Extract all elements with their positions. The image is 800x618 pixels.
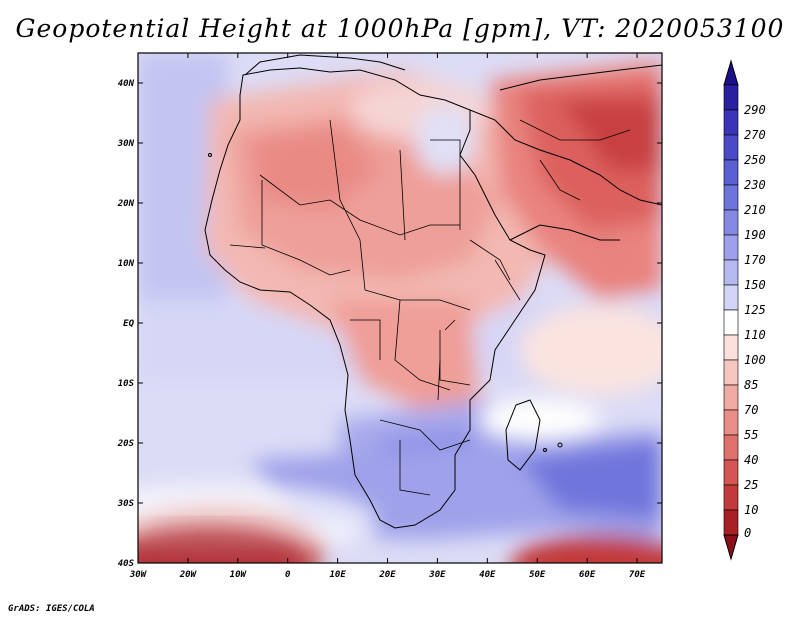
coastlines [204,54,662,529]
colorbar-swatch [723,184,739,211]
lat-tick-label: EQ [123,319,134,329]
colorbar-label: 290 [744,103,766,117]
lat-tick-label: 40S [118,559,135,569]
lon-tick-label: 10W [230,570,248,580]
lon-tick-label: 0 [285,570,291,580]
colorbar-label: 230 [744,178,766,192]
colorbar-label: 40 [744,453,758,467]
colorbar-label: 150 [744,278,766,292]
colorbar-top-arrow [723,59,739,86]
colorbar-label: 125 [744,303,766,317]
colorbar-swatch [723,309,739,336]
lat-tick-label: 30S [117,499,135,509]
lon-tick-label: 70E [629,570,646,580]
colorbar-swatch [723,334,739,361]
colorbar: 2902702502302101901701501251101008570554… [723,59,766,561]
lon-tick-label: 30W [129,570,148,580]
colorbar-label: 0 [744,526,751,540]
colorbar-label: 250 [744,153,766,167]
colorbar-label: 110 [744,328,766,342]
colorbar-swatch [723,409,739,436]
colorbar-swatch [723,234,739,261]
lon-tick-label: 30E [428,570,446,580]
lon-tick-label: 40E [479,570,496,580]
colorbar-swatch [723,484,739,511]
colorbar-swatch [723,384,739,411]
lat-tick-label: 20N [117,199,135,209]
longitude-axis: 30W 20W 10W 0 10E 20E 30E 40E 50E 60E 70E [129,53,646,580]
colorbar-swatch [723,284,739,311]
map-frame [137,52,663,564]
colorbar-swatch [723,84,739,111]
colorbar-swatch [723,209,739,236]
colorbar-label: 85 [744,378,758,392]
lon-tick-label: 50E [529,570,546,580]
lon-tick-label: 60E [579,570,596,580]
colorbar-label: 210 [744,203,766,217]
colorbar-swatch [723,134,739,161]
colorbar-swatch [723,509,739,536]
colorbar-swatch [723,434,739,461]
colorbar-swatch [723,259,739,286]
colorbar-label: 270 [744,128,766,142]
height-field [138,53,662,563]
colorbar-bottom-arrow [723,534,739,561]
colorbar-label: 10 [744,503,758,517]
colorbar-label: 70 [744,403,758,417]
lat-tick-label: 20S [117,439,135,449]
colorbar-swatch [723,159,739,186]
lat-tick-label: 40N [118,79,135,89]
lat-tick-label: 30N [117,139,135,149]
colorbar-label: 55 [744,428,758,442]
lat-tick-label: 10N [118,259,135,269]
colorbar-swatch [723,109,739,136]
grads-credit: GrADS: IGES/COLA [8,604,95,614]
latitude-axis: 40N 30N 20N 10N EQ 10S 20S 30S 40S [117,79,662,569]
lon-tick-label: 10E [329,570,346,580]
colorbar-label: 170 [744,253,766,267]
colorbar-swatch [723,359,739,386]
lat-tick-label: 10S [118,379,135,389]
colorbar-label: 190 [744,228,766,242]
country-borders [229,119,631,496]
colorbar-label: 100 [744,353,766,367]
map-title: Geopotential Height at 1000hPa [gpm], VT… [15,14,785,43]
lon-tick-label: 20E [378,570,396,580]
lon-tick-label: 20W [179,570,198,580]
colorbar-swatch [723,459,739,486]
colorbar-label: 25 [744,478,758,492]
